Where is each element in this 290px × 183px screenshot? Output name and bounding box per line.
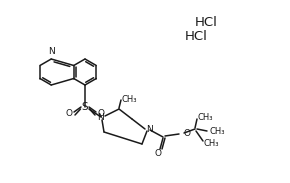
- Text: CH₃: CH₃: [203, 139, 218, 147]
- Text: HCl: HCl: [195, 16, 218, 29]
- Text: O: O: [183, 128, 190, 137]
- Text: CH₃: CH₃: [209, 126, 224, 135]
- Text: O: O: [155, 150, 162, 158]
- Text: CH₃: CH₃: [122, 94, 137, 104]
- Text: O: O: [97, 109, 104, 119]
- Text: N: N: [98, 113, 104, 122]
- Text: CH₃: CH₃: [197, 113, 213, 122]
- Text: N: N: [146, 124, 153, 134]
- Text: O: O: [66, 109, 72, 119]
- Text: HCl: HCl: [185, 29, 208, 42]
- Text: S: S: [82, 102, 88, 112]
- Text: N: N: [48, 47, 55, 56]
